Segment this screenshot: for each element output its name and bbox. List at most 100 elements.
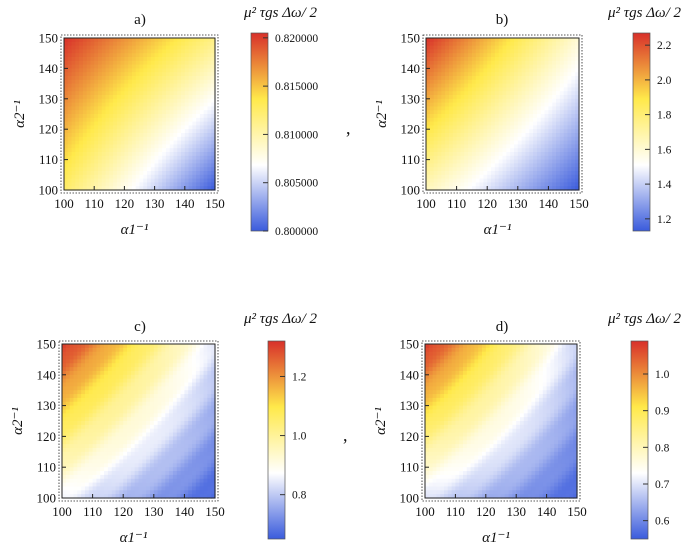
heatmap-cell	[203, 455, 208, 461]
heatmap-cell	[130, 363, 136, 368]
heatmap-cell	[96, 490, 101, 495]
heatmap-cell	[192, 417, 197, 422]
heatmap-cell	[143, 174, 148, 180]
heatmap-cell	[556, 140, 561, 145]
heatmap-cell	[536, 79, 542, 85]
heatmap-cell	[165, 117, 171, 123]
heatmap-cell	[173, 72, 178, 77]
heatmap-cell	[510, 114, 515, 119]
heatmap-cell	[143, 87, 148, 92]
heatmap-cell	[437, 133, 442, 138]
heatmap-cell	[62, 421, 67, 426]
heatmap-cell	[203, 155, 209, 161]
heatmap-cell	[105, 87, 110, 92]
heatmap-cell	[165, 355, 170, 360]
heatmap-cell	[533, 129, 538, 134]
heatmap-cell	[195, 428, 201, 434]
heatmap-cell	[105, 117, 110, 123]
heatmap-cell	[513, 41, 519, 47]
heatmap-cell	[180, 378, 185, 384]
heatmap-cell	[548, 178, 553, 183]
heatmap-cell	[62, 386, 67, 391]
heatmap-cell	[525, 133, 530, 138]
heatmap-cell	[506, 129, 511, 134]
heatmap-cell	[165, 148, 171, 153]
heatmap-cell	[79, 76, 84, 81]
heatmap-cell	[180, 490, 185, 495]
heatmap-cell	[517, 76, 523, 81]
heatmap-cell	[77, 374, 82, 380]
heatmap-cell	[158, 136, 163, 142]
heatmap-cell	[181, 136, 186, 142]
heatmap-cell	[196, 144, 201, 149]
heatmap-cell	[67, 114, 73, 119]
heatmap-cell	[135, 155, 141, 161]
heatmap-cell	[552, 174, 557, 180]
heatmap-cell	[487, 144, 492, 149]
heatmap-cell	[75, 91, 80, 96]
heatmap-cell	[184, 467, 189, 472]
heatmap-cell	[165, 110, 171, 115]
heatmap-cell	[433, 83, 439, 88]
heatmap-cell	[123, 478, 128, 484]
heatmap-cell	[506, 38, 511, 43]
heatmap-cell	[559, 106, 565, 111]
heatmap-cell	[471, 152, 477, 157]
heatmap-cell	[456, 121, 462, 126]
heatmap-cell	[521, 148, 527, 153]
heatmap-cell	[196, 117, 201, 123]
heatmap-cell	[498, 72, 504, 77]
heatmap-cell	[452, 171, 458, 176]
heatmap-cell	[211, 428, 216, 434]
heatmap-cell	[97, 87, 103, 92]
heatmap-cell	[94, 136, 99, 142]
heatmap-cell	[97, 121, 103, 126]
heatmap-cell	[203, 79, 209, 85]
heatmap-cell	[429, 148, 435, 153]
heatmap-cell	[448, 87, 454, 92]
heatmap-cell	[184, 114, 190, 119]
heatmap-cell	[172, 390, 178, 395]
heatmap-cell	[433, 64, 439, 69]
heatmap-cell	[479, 178, 484, 183]
heatmap-cell	[181, 60, 186, 66]
heatmap-cell	[188, 467, 193, 472]
heatmap-cell	[544, 148, 549, 153]
heatmap-cell	[169, 182, 175, 187]
heatmap-cell	[177, 117, 182, 123]
heatmap-cell	[203, 351, 208, 357]
heatmap-cell	[65, 494, 71, 499]
heatmap-cell	[119, 370, 124, 376]
heatmap-cell	[177, 57, 182, 62]
heatmap-cell	[81, 451, 86, 457]
heatmap-cell	[188, 447, 193, 453]
heatmap-cell	[147, 186, 152, 191]
heatmap-cell	[149, 455, 155, 461]
heatmap-cell	[161, 432, 166, 437]
heatmap-cell	[86, 136, 92, 142]
heatmap-cell	[483, 83, 488, 88]
heatmap-cell	[165, 482, 170, 488]
heatmap-cell	[84, 413, 90, 418]
heatmap-cell	[199, 53, 205, 58]
heatmap-cell	[147, 102, 152, 107]
heatmap-cell	[65, 374, 71, 380]
heatmap-cell	[552, 38, 557, 43]
heatmap-cell	[71, 144, 76, 149]
heatmap-cell	[513, 114, 519, 119]
heatmap-cell	[100, 390, 105, 395]
heatmap-cell	[64, 167, 69, 172]
heatmap-cell	[563, 155, 569, 161]
heatmap-cell	[207, 355, 212, 360]
heatmap-cell	[113, 129, 118, 134]
heatmap-cell	[426, 163, 431, 168]
heatmap-cell	[502, 136, 507, 142]
heatmap-cell	[77, 397, 82, 403]
heatmap-cell	[154, 136, 159, 142]
heatmap-cell	[188, 347, 193, 353]
heatmap-cell	[199, 41, 205, 47]
heatmap-cell	[130, 424, 136, 430]
heatmap-cell	[445, 129, 450, 134]
heatmap-cell	[71, 38, 76, 43]
heatmap-cell	[571, 117, 576, 123]
